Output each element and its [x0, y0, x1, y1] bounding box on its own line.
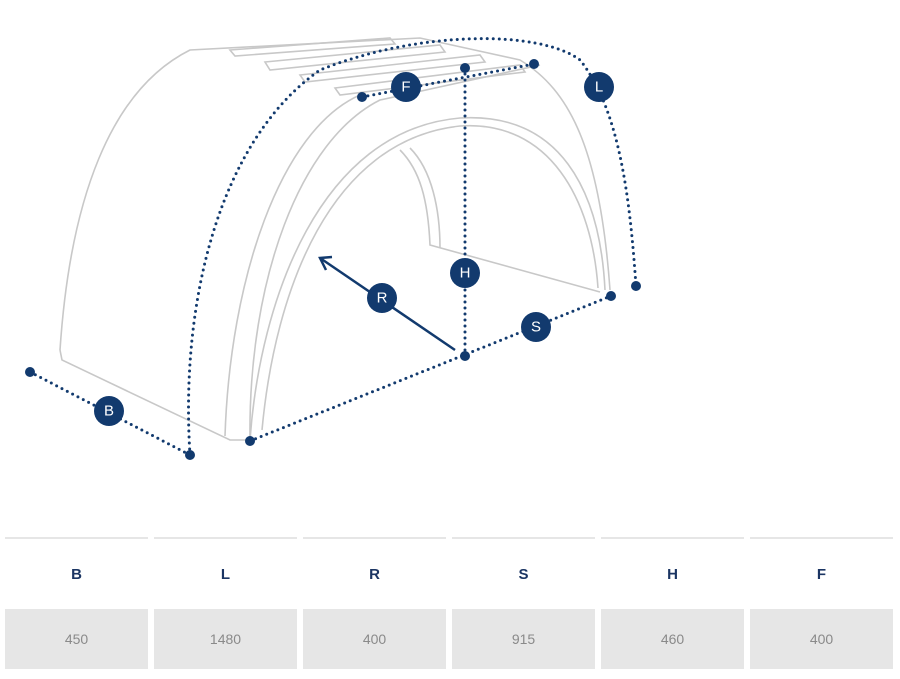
- label-s-badge: S: [521, 312, 551, 342]
- dimensions-table: B 450 L 1480 R 400 S 915 H 460 F 400: [5, 537, 893, 669]
- value-cell: 460: [601, 609, 744, 669]
- fender-dimension-diagram: B F L R H S: [25, 37, 641, 460]
- value-cell: 1480: [154, 609, 297, 669]
- divider: [5, 537, 148, 539]
- divider: [303, 537, 446, 539]
- divider: [750, 537, 893, 539]
- value-cell: 915: [452, 609, 595, 669]
- label-f: F: [401, 79, 410, 96]
- column-r: R 400: [303, 537, 446, 669]
- label-s: S: [531, 319, 541, 336]
- column-l: L 1480: [154, 537, 297, 669]
- divider: [452, 537, 595, 539]
- l-dimension-line: [187, 37, 638, 457]
- header-cell: B: [71, 565, 82, 583]
- s-dimension-line: [248, 294, 613, 443]
- label-b: B: [104, 403, 114, 420]
- column-s: S 915: [452, 537, 595, 669]
- label-h: H: [460, 265, 471, 282]
- header-cell: F: [816, 565, 827, 583]
- divider: [154, 537, 297, 539]
- label-r: R: [377, 290, 388, 307]
- column-h: H 460: [601, 537, 744, 669]
- header-cell: S: [518, 565, 529, 583]
- divider: [601, 537, 744, 539]
- label-h-badge: H: [450, 258, 480, 288]
- header-cell: R: [369, 565, 380, 583]
- f-dimension-line: [360, 62, 536, 99]
- label-l-badge: L: [584, 72, 614, 102]
- column-b: B 450: [5, 537, 148, 669]
- value-cell: 400: [303, 609, 446, 669]
- label-l: L: [595, 79, 603, 96]
- header-cell: H: [667, 565, 678, 583]
- column-f: F 400: [750, 537, 893, 669]
- label-r-badge: R: [367, 283, 397, 313]
- fender-outline: [59, 37, 611, 441]
- dimension-lines: [28, 37, 638, 457]
- label-f-badge: F: [391, 72, 421, 102]
- value-cell: 450: [5, 609, 148, 669]
- endpoint-dots: [25, 59, 641, 460]
- value-cell: 400: [750, 609, 893, 669]
- label-b-badge: B: [94, 396, 124, 426]
- header-cell: L: [220, 565, 231, 583]
